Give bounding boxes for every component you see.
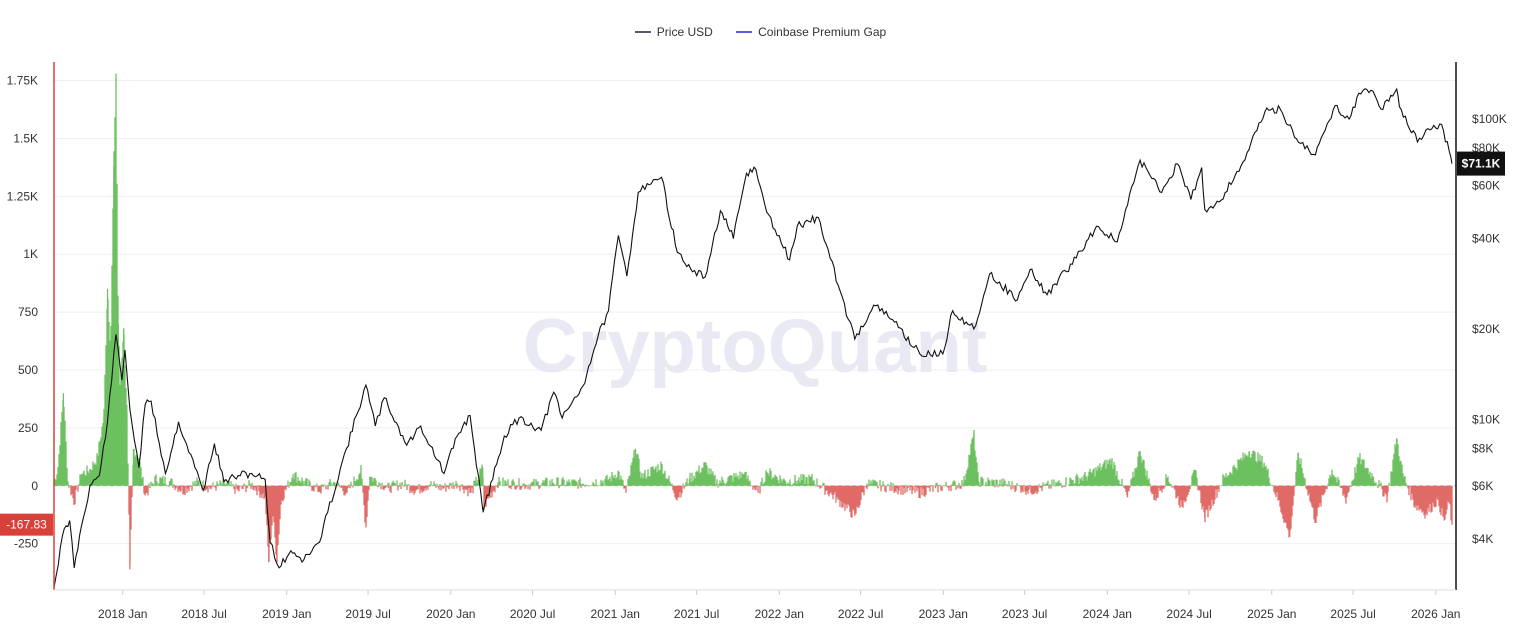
legend-label-price: Price USD <box>656 25 713 39</box>
premium-gap-current-value: -167.83 <box>6 518 47 532</box>
right-tick-label: $20K <box>1472 322 1500 336</box>
x-tick-label: 2021 Jan <box>591 607 640 621</box>
left-tick-label: 0 <box>31 479 38 493</box>
x-tick-label: 2024 Jul <box>1166 607 1211 621</box>
right-tick-label: $8K <box>1472 441 1493 455</box>
right-tick-label: $40K <box>1472 232 1500 246</box>
premium-gap-positive-bars <box>53 73 1408 486</box>
x-tick-label: 2024 Jan <box>1083 607 1132 621</box>
legend-swatch-premium-gap <box>736 31 753 33</box>
x-tick-label: 2018 Jan <box>98 607 147 621</box>
left-tick-label: 500 <box>18 363 38 377</box>
premium-gap-current-badge <box>0 513 53 536</box>
x-tick-label: 2018 Jul <box>181 607 226 621</box>
legend-label-premium-gap: Coinbase Premium Gap <box>758 25 887 39</box>
right-tick-label: $100K <box>1472 112 1507 126</box>
left-tick-label: 1.5K <box>13 131 38 145</box>
left-tick-label: 1K <box>23 247 38 261</box>
price-current-value: $71.1K <box>1462 157 1501 171</box>
premium-gap-negative-bars <box>68 485 1453 570</box>
legend-item-premium-gap[interactable]: Coinbase Premium Gap <box>736 25 886 39</box>
x-tick-label: 2020 Jan <box>426 607 475 621</box>
legend-item-price[interactable]: Price USD <box>634 25 713 39</box>
x-tick-label: 2025 Jul <box>1330 607 1375 621</box>
left-tick-label: 750 <box>18 305 38 319</box>
chart-legend: Price USD Coinbase Premium Gap <box>0 22 1521 39</box>
x-tick-label: 2020 Jul <box>510 607 555 621</box>
legend-swatch-price <box>634 31 651 33</box>
right-tick-label: $10K <box>1472 412 1500 426</box>
x-tick-label: 2019 Jul <box>345 607 390 621</box>
watermark-text: CryptoQuant <box>523 304 987 389</box>
price-current-badge <box>1457 151 1505 176</box>
x-tick-label: 2022 Jan <box>755 607 804 621</box>
left-tick-label: 250 <box>18 421 38 435</box>
right-tick-label: $60K <box>1472 179 1500 193</box>
x-tick-label: 2026 Jan <box>1411 607 1460 621</box>
left-tick-label: -250 <box>14 537 38 551</box>
right-tick-label: $6K <box>1472 479 1493 493</box>
x-tick-label: 2022 Jul <box>838 607 883 621</box>
price-usd-line <box>53 87 1453 588</box>
left-tick-label: 1.25K <box>7 189 38 203</box>
x-tick-label: 2019 Jan <box>262 607 311 621</box>
left-tick-label: 1.75K <box>7 74 38 88</box>
x-tick-label: 2023 Jul <box>1002 607 1047 621</box>
x-tick-label: 2021 Jul <box>674 607 719 621</box>
x-tick-label: 2023 Jan <box>919 607 968 621</box>
x-tick-label: 2025 Jan <box>1247 607 1296 621</box>
right-tick-label: $4K <box>1472 532 1493 546</box>
